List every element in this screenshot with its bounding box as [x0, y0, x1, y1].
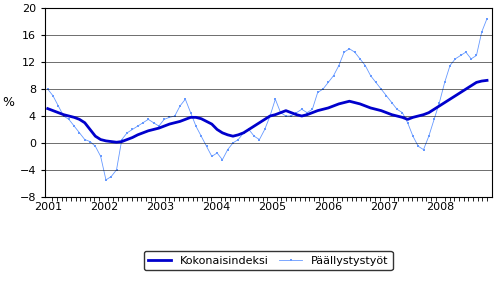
- Päällystystyöt: [50, 94, 56, 98]
- Päällystystyöt: [267, 114, 273, 118]
- Kokonaisindeksi: [383, 111, 389, 114]
- Kokonaisindeksi: [114, 140, 120, 144]
- Kokonaisindeksi: [267, 114, 273, 118]
- Päällystystyöt: [405, 121, 411, 124]
- Kokonaisindeksi: [246, 128, 252, 131]
- Päällystystyöt: [484, 17, 490, 20]
- Päällystystyöt: [383, 94, 389, 98]
- Kokonaisindeksi: [50, 109, 56, 112]
- Päällystystyöt: [71, 124, 77, 128]
- Päällystystyöt: [103, 178, 109, 182]
- Kokonaisindeksi: [45, 107, 51, 110]
- Päällystystyöt: [45, 87, 51, 91]
- Legend: Kokonaisindeksi, Päällystystyöt: Kokonaisindeksi, Päällystystyöt: [144, 251, 393, 270]
- Line: Päällystystyöt: Päällystystyöt: [46, 17, 489, 181]
- Kokonaisindeksi: [484, 79, 490, 82]
- Kokonaisindeksi: [71, 116, 77, 119]
- Päällystystyöt: [246, 128, 252, 131]
- Kokonaisindeksi: [405, 118, 411, 121]
- Line: Kokonaisindeksi: Kokonaisindeksi: [48, 80, 487, 142]
- Y-axis label: %: %: [2, 96, 14, 109]
